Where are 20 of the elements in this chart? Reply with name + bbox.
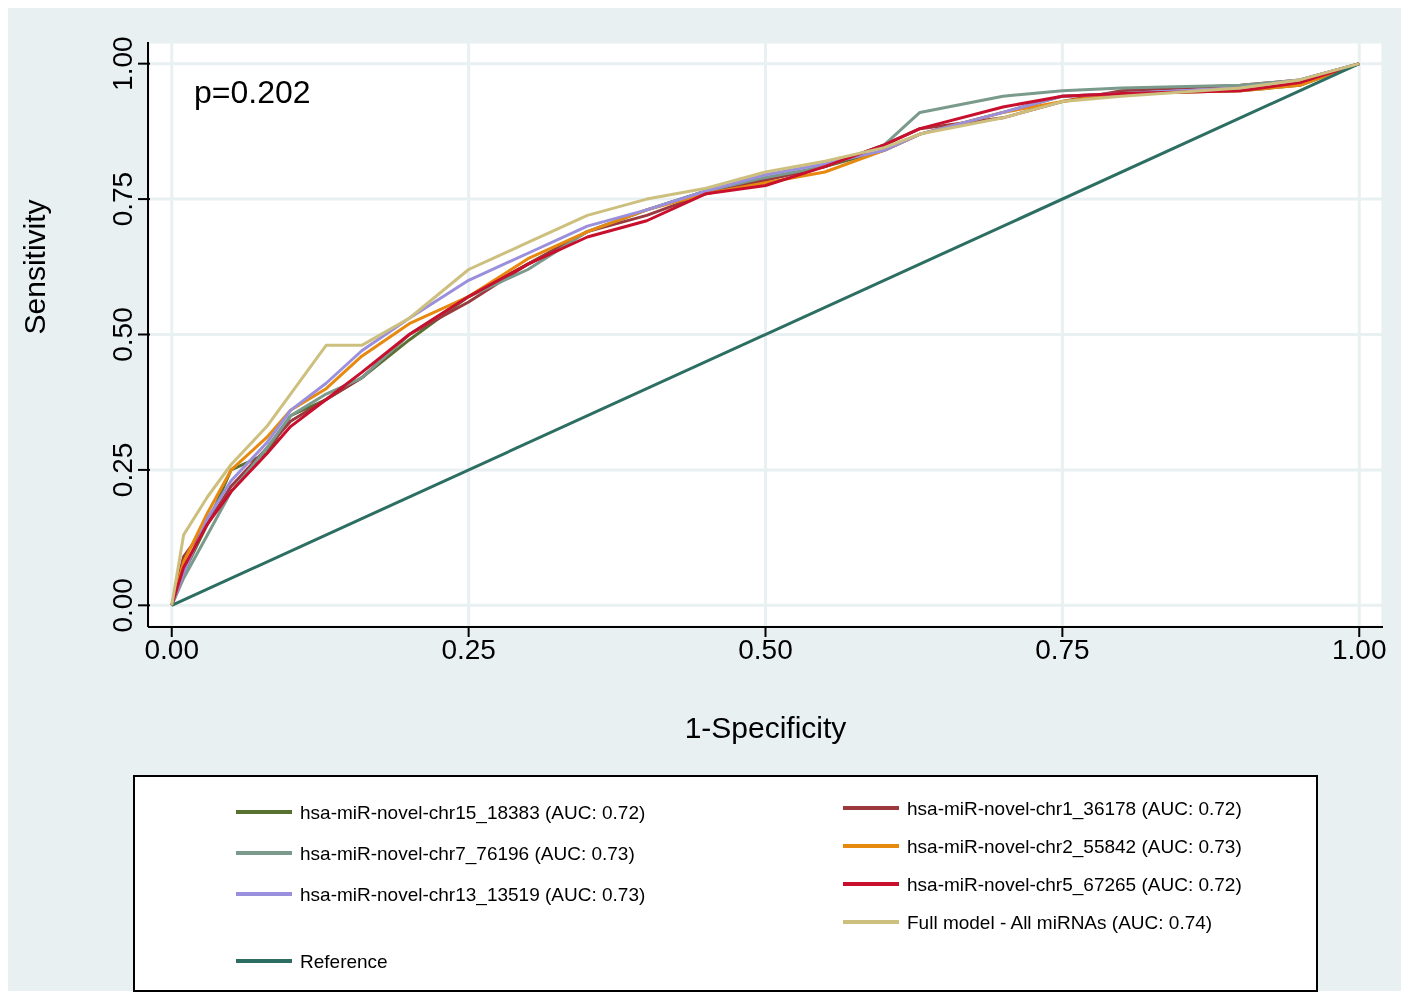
y-axis-title: Sensitivity [17, 199, 51, 335]
y-tick-label: 0.50 [107, 307, 138, 362]
annotation: p=0.202 [194, 74, 311, 111]
legend-label: hsa-miR-novel-chr13_13519 (AUC: 0.73) [300, 883, 646, 906]
y-tick-label: 0.75 [107, 171, 138, 227]
y-tick-label: 1.00 [107, 36, 138, 91]
x-tick-label: 0.25 [441, 633, 496, 665]
x-tick-label: 0.75 [1035, 633, 1090, 665]
legend-label: Reference [300, 950, 388, 972]
x-tick-label: 1.00 [1332, 633, 1387, 665]
legend-label: hsa-miR-novel-chr15_18383 (AUC: 0.72) [300, 801, 646, 824]
x-tick-label: 0.00 [144, 633, 199, 665]
legend-label: hsa-miR-novel-chr5_67265 (AUC: 0.72) [907, 873, 1242, 896]
y-tick-label: 0.25 [107, 442, 138, 498]
legend-label: hsa-miR-novel-chr1_36178 (AUC: 0.72) [907, 797, 1242, 820]
x-tick-label: 0.50 [738, 633, 793, 665]
legend-label: hsa-miR-novel-chr2_55842 (AUC: 0.73) [907, 835, 1242, 858]
legend-label: hsa-miR-novel-chr7_76196 (AUC: 0.73) [300, 842, 635, 865]
x-axis-title: 1-Specificity [684, 711, 847, 745]
legend-label: Full model - All miRNAs (AUC: 0.74) [907, 911, 1213, 933]
